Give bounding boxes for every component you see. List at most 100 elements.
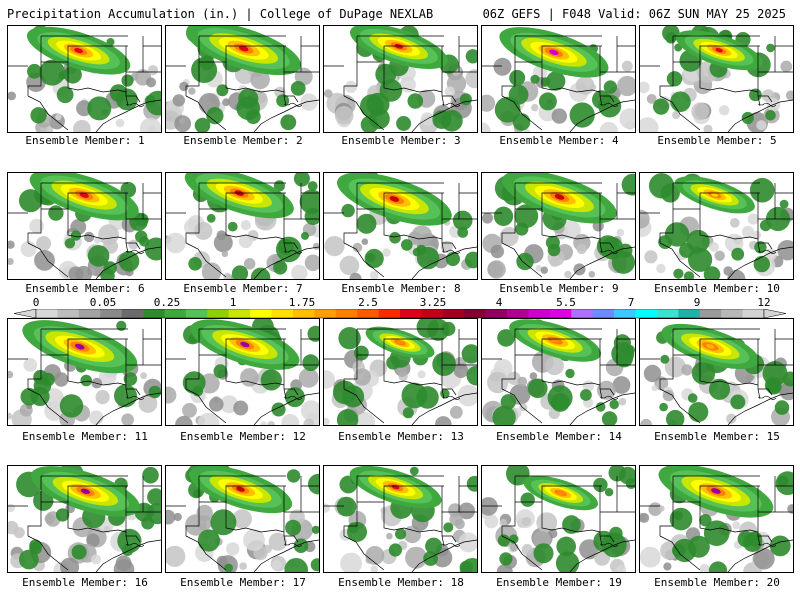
colorbar-swatch [400,309,422,318]
colorbar-swatch [78,309,101,318]
ensemble-member-label: Ensemble Member: 3 [341,134,461,147]
colorbar-swatch [57,309,80,318]
colorbar-max-arrow [763,309,786,319]
ensemble-member-map [481,172,636,280]
precip-map [482,173,635,279]
colorbar-swatch [485,309,508,318]
colorbar-swatch [185,309,208,318]
colorbar-tick-label: 4 [495,296,503,309]
ensemble-member-map [481,318,636,426]
ensemble-member-map [323,318,478,426]
colorbar-swatch [549,309,572,318]
colorbar-tick-label: 0 [32,296,40,309]
state-borders [640,328,793,425]
colorbar-swatch [699,309,722,318]
colorbar-swatch [635,309,658,318]
ensemble-member-map [639,318,794,426]
ensemble-member-map [639,172,794,280]
colorbar-swatch [292,309,315,318]
ensemble-member-map [323,25,478,133]
ensemble-member-label: Ensemble Member: 8 [341,282,461,295]
colorbar-swatch [742,309,765,318]
precip-map [324,466,477,572]
product-title: Precipitation Accumulation (in.) | Colle… [7,7,434,21]
ensemble-member-label: Ensemble Member: 17 [180,576,306,589]
ensemble-member-label: Ensemble Member: 13 [338,430,464,443]
colorbar-swatch [592,309,615,318]
ensemble-member-label: Ensemble Member: 9 [499,282,619,295]
state-borders [324,328,477,425]
model-run-valid-time: 06Z GEFS | F048 Valid: 06Z SUN MAY 25 20… [482,7,786,21]
state-borders [640,35,793,132]
ensemble-member-label: Ensemble Member: 7 [183,282,303,295]
ensemble-member-label: Ensemble Member: 19 [496,576,622,589]
ensemble-member-label: Ensemble Member: 1 [25,134,145,147]
precip-map [482,466,635,572]
ensemble-member-map [165,465,320,573]
ensemble-member-map [7,25,162,133]
precip-map [324,26,477,132]
colorbar-tick-label: 1 [229,296,237,309]
precip-map [166,319,319,425]
state-borders [8,182,161,279]
state-borders [8,475,161,572]
ensemble-member-label: Ensemble Member: 15 [654,430,780,443]
precip-map [8,26,161,132]
precip-map [324,319,477,425]
colorbar-swatch [314,309,337,318]
colorbar-swatch [228,309,251,318]
colorbar-swatch [464,309,486,318]
colorbar-tick-label: 1.75 [288,296,316,309]
precip-map [640,323,793,425]
state-borders [324,475,477,572]
ensemble-member-label: Ensemble Member: 12 [180,430,306,443]
light-precip-field [166,356,319,425]
ensemble-member-map [7,172,162,280]
precip-map [166,26,319,132]
ensemble-member-map [323,172,478,280]
ensemble-member-label: Ensemble Member: 2 [183,134,303,147]
colorbar-swatch [250,309,272,318]
colorbar-swatch [678,309,701,318]
ensemble-member-map [165,318,320,426]
ensemble-member-label: Ensemble Member: 5 [657,134,777,147]
ensemble-member-map [7,465,162,573]
colorbar-scale [14,309,786,319]
precip-map [8,320,161,425]
precip-map [640,173,793,279]
state-borders [166,182,319,279]
colorbar-legend: 0 0.05 0.25 1 1.75 2.5 3.25 4 5.5 7 9 12 [0,296,800,320]
precip-map [640,26,793,132]
colorbar-swatch [357,309,379,318]
precip-map [166,173,319,279]
state-borders [640,182,793,279]
state-borders [482,475,635,572]
moderate-precip-field [492,319,635,425]
state-borders [640,475,793,572]
colorbar-swatch [335,309,358,318]
moderate-precip-field [332,319,477,425]
ensemble-member-label: Ensemble Member: 11 [22,430,148,443]
precip-map [8,466,161,572]
colorbar-swatch [571,309,593,318]
colorbar-tick-label: 12 [757,296,771,309]
ensemble-member-label: Ensemble Member: 10 [654,282,780,295]
ensemble-member-map [165,172,320,280]
heavy-precip-core [29,173,139,221]
colorbar-swatch [207,309,229,318]
colorbar-swatch [721,309,743,318]
state-borders [482,35,635,132]
light-precip-field [166,205,319,279]
precip-map [8,173,161,279]
colorbar-swatch [378,309,401,318]
state-borders [8,328,161,425]
state-borders [324,35,477,132]
ensemble-member-map [323,465,478,573]
ensemble-member-map [7,318,162,426]
colorbar-tick-label: 3.25 [419,296,447,309]
heavy-precip-core [22,320,138,374]
ensemble-member-label: Ensemble Member: 4 [499,134,619,147]
colorbar-swatch [143,309,165,318]
heavy-precip-core [502,173,617,224]
colorbar-tick-label: 2.5 [358,296,378,309]
